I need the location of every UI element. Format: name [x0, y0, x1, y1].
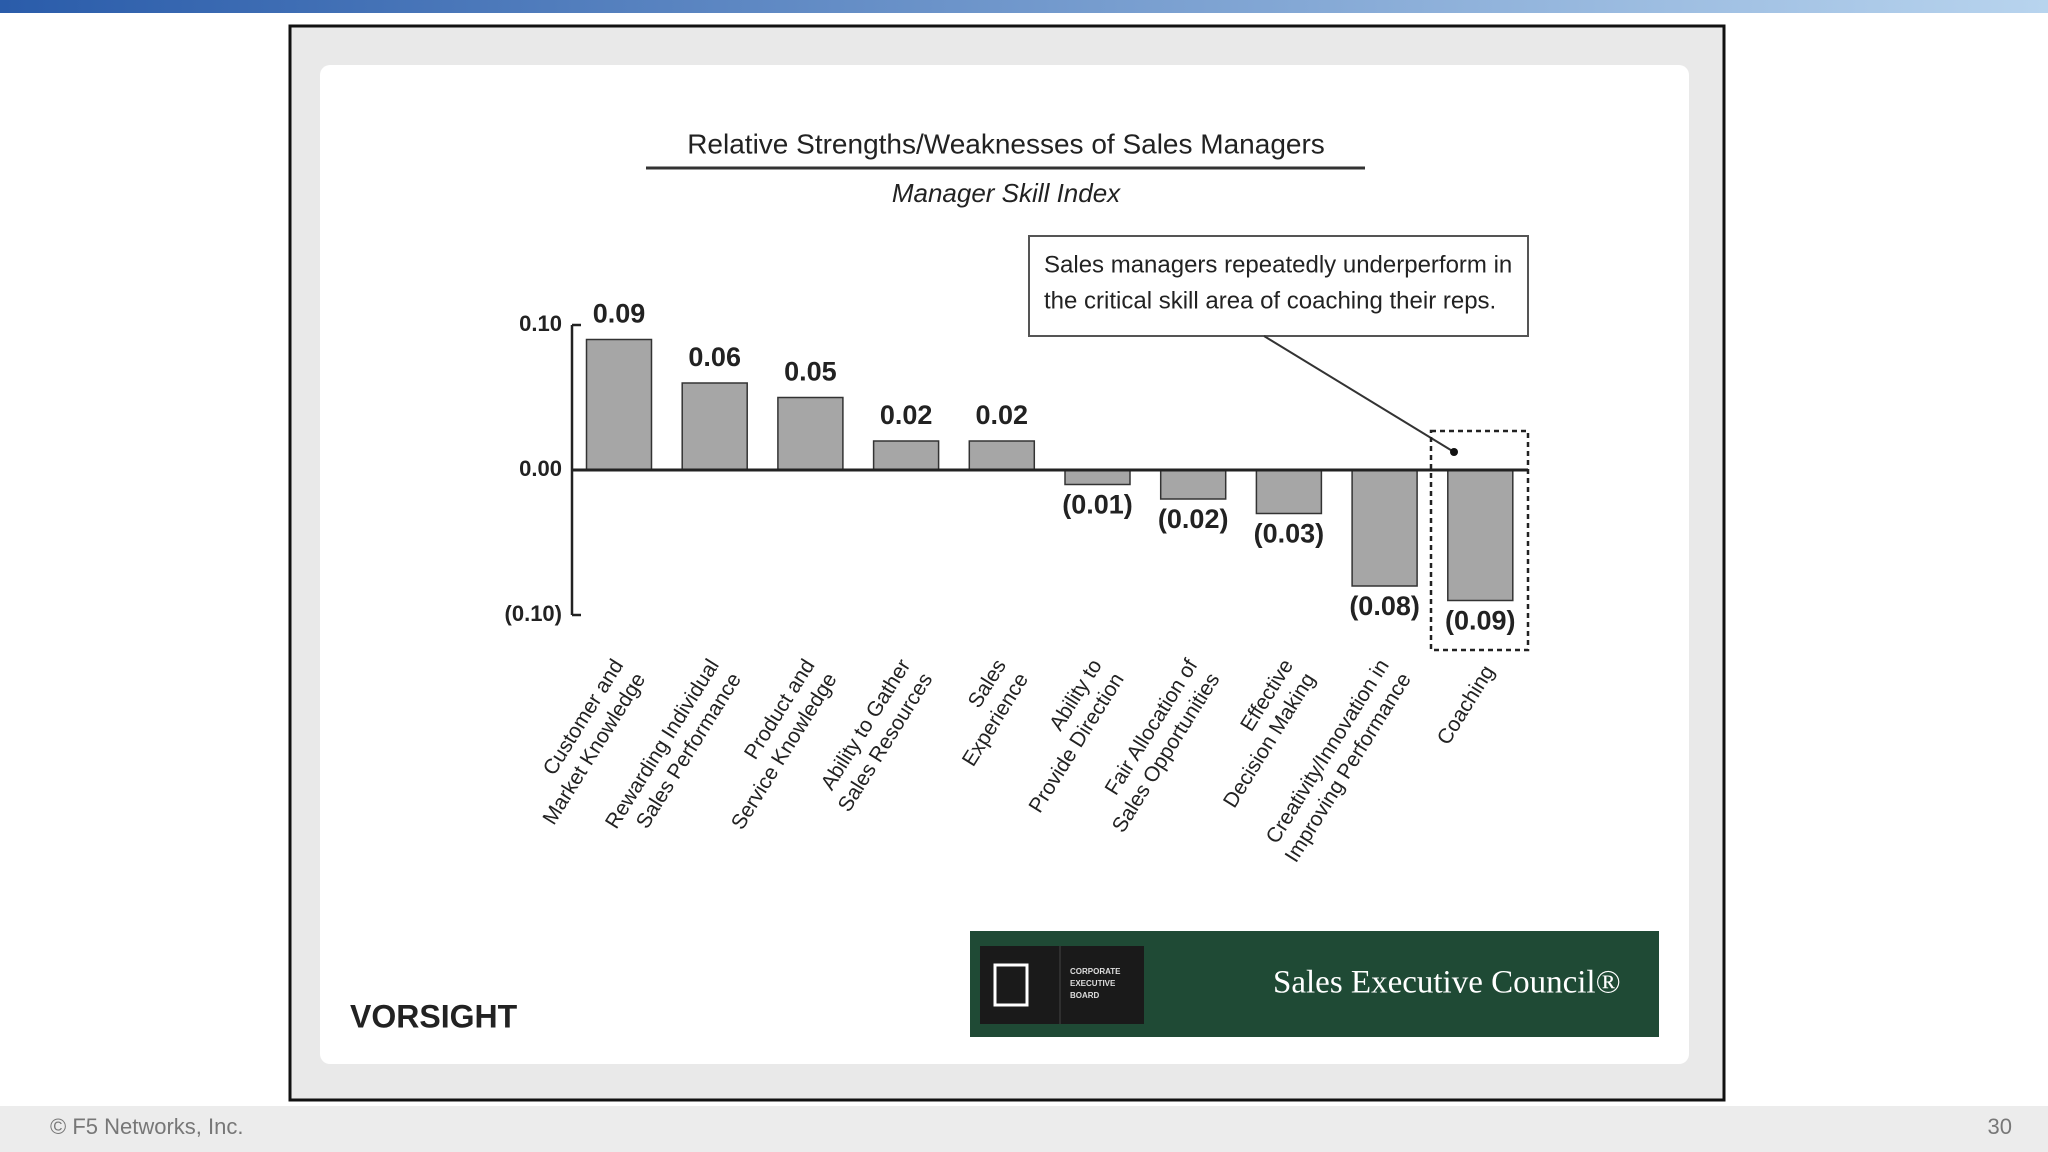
board-logo [980, 946, 1144, 1024]
vorsight-logo: VORSIGHT [350, 998, 518, 1034]
value-label: 0.02 [880, 400, 933, 430]
value-label: (0.03) [1254, 519, 1325, 549]
annotation-dot [1450, 448, 1458, 456]
chart-subtitle: Manager Skill Index [892, 178, 1121, 208]
bar [585, 338, 653, 471]
footer-copyright: © F5 Networks, Inc. [50, 1114, 243, 1139]
value-label: 0.02 [976, 400, 1029, 430]
board-icon [993, 963, 1029, 1007]
y-tick-label: (0.10) [505, 601, 562, 626]
board-text: EXECUTIVE [1070, 979, 1116, 988]
footer-bar [0, 1106, 2048, 1152]
value-label: 0.09 [593, 299, 646, 329]
value-label: 0.06 [688, 342, 741, 372]
annotation-arrow [1263, 335, 1455, 453]
council-text: Sales Executive Council® [1273, 965, 1621, 1001]
bar [968, 440, 1036, 471]
value-label: (0.01) [1062, 490, 1133, 520]
chart-title: Relative Strengths/Weaknesses of Sales M… [687, 128, 1325, 159]
annotation-text: Sales managers repeatedly underperform i… [1044, 251, 1512, 278]
value-label: (0.09) [1445, 606, 1516, 636]
annotation-box [1028, 235, 1529, 337]
y-tick-label: 0.00 [519, 456, 562, 481]
annotation-text: the critical skill area of coaching thei… [1044, 287, 1496, 314]
value-label: (0.08) [1349, 591, 1420, 621]
bar [1064, 469, 1131, 486]
board-text: BOARD [1070, 991, 1100, 1000]
top-bar [0, 0, 2048, 13]
page-number: 30 [1988, 1114, 2012, 1139]
bar [872, 440, 940, 471]
highlight-box [1429, 429, 1530, 652]
bar [1159, 469, 1227, 500]
value-label: 0.05 [784, 357, 837, 387]
y-tick-label: 0.10 [519, 311, 562, 336]
bar [1255, 469, 1323, 515]
board-text: CORPORATE [1070, 967, 1121, 976]
bar [1351, 469, 1418, 587]
value-label: (0.02) [1158, 504, 1229, 534]
bar [681, 382, 748, 471]
bar [1447, 469, 1514, 602]
bar [777, 396, 844, 471]
